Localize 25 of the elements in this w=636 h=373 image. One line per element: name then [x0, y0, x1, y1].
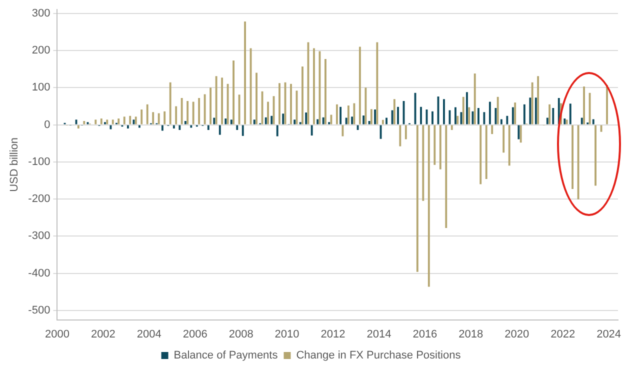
- x-tick-label: 2018: [458, 328, 484, 340]
- y-tick-label: -200: [28, 193, 50, 206]
- y-tick-label: 0: [44, 118, 50, 131]
- legend-label: Balance of Payments: [174, 350, 278, 362]
- x-tick-label: 2010: [274, 328, 300, 340]
- y-tick-label: -100: [28, 156, 50, 168]
- y-tick-label: 100: [32, 82, 50, 94]
- x-tick-label: 2000: [44, 328, 70, 340]
- x-tick-label: 2020: [504, 328, 530, 340]
- legend-label: Change in FX Purchase Positions: [296, 350, 462, 362]
- y-tick-label: -500: [28, 304, 50, 317]
- y-tick-label: -300: [28, 230, 50, 242]
- y-tick-label: 300: [32, 7, 50, 20]
- x-tick-label: 2006: [182, 328, 208, 340]
- y-axis-title: USD billion: [8, 137, 21, 192]
- x-tick-label: 2014: [366, 328, 392, 340]
- x-tick-label: 2004: [136, 328, 162, 340]
- x-tick-label: 2012: [320, 328, 346, 340]
- y-tick-label: -400: [28, 267, 50, 280]
- y-tick-label: 200: [32, 44, 50, 56]
- x-tick-label: 2022: [550, 328, 576, 340]
- x-tick-label: 2016: [412, 328, 438, 340]
- x-tick-label: 2002: [90, 328, 116, 340]
- x-tick-label: 2024: [596, 328, 622, 340]
- x-tick-label: 2008: [228, 328, 254, 340]
